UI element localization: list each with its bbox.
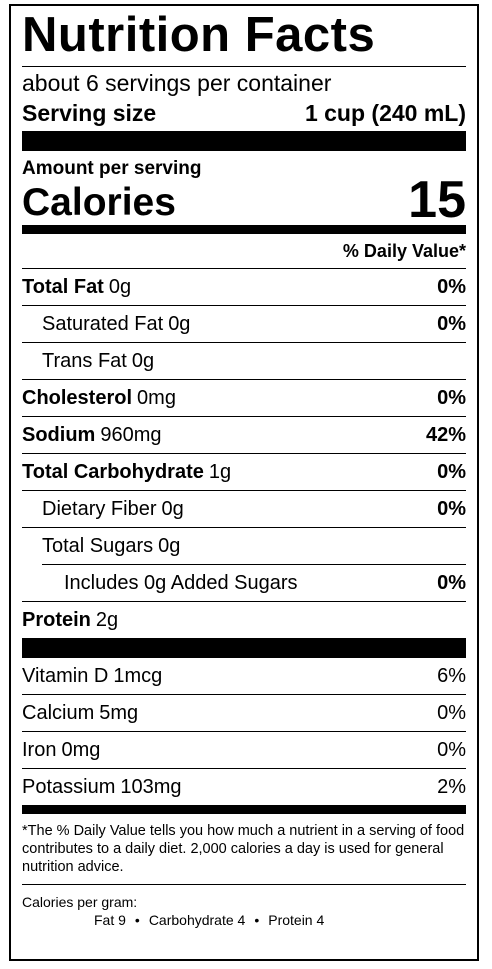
serving-size: Serving size 1 cup (240 mL)	[22, 97, 466, 131]
cpg-item: Carbohydrate 4	[148, 912, 246, 928]
nutrient-row: Cholesterol 0mg 0%	[22, 380, 466, 417]
vitamin-amount: 1mcg	[113, 665, 163, 687]
vitamin-row: Potassium 103mg 2%	[22, 769, 466, 805]
nutrient-row: Protein 2g	[22, 602, 466, 638]
vitamin-name: Iron	[22, 739, 57, 761]
nutrient-dv: 42%	[425, 424, 466, 446]
nutrient-dv: 0%	[437, 387, 466, 409]
nutrient-amount: 1g	[208, 461, 232, 483]
row-wrap: Total Sugars 0g	[42, 528, 466, 565]
nutrient-row: Saturated Fat 0g 0%	[22, 306, 466, 343]
nutrient-row: Total Fat 0g 0%	[22, 269, 466, 306]
nutrient-amount: 0g	[161, 498, 184, 520]
vitamin-name: Calcium	[22, 702, 95, 724]
vitamin-amount: 0mg	[61, 739, 101, 761]
nutrient-name: Total Carbohydrate	[22, 461, 204, 483]
nutrient-row: Trans Fat 0g	[22, 343, 466, 380]
calories-per-gram-label: Calories per gram:	[22, 894, 138, 910]
vitamin-dv: 6%	[437, 665, 466, 687]
vitamin-dv: 0%	[437, 739, 466, 761]
nutrient-dv: 0%	[437, 313, 466, 335]
nutrient-name: Saturated Fat	[42, 313, 164, 335]
bullet: •	[134, 912, 140, 928]
nutrient-name: Sodium	[22, 424, 96, 446]
cpg-item: Fat 9	[94, 912, 126, 928]
nutrient-dv: 0%	[437, 461, 466, 483]
nutrient-name: Includes 0g Added Sugars	[64, 572, 298, 594]
nutrient-row: Sodium 960mg 42%	[22, 417, 466, 454]
nutrient-amount: 0g	[168, 313, 191, 335]
nutrient-row: Total Sugars 0g	[42, 528, 466, 564]
nutrient-dv: 0%	[437, 498, 466, 520]
bullet: •	[254, 912, 260, 928]
calories-value: 15	[408, 171, 466, 229]
vitamin-dv: 2%	[437, 776, 466, 798]
nutrient-amount: 0g	[108, 276, 132, 298]
vitamin-row: Iron 0mg 0%	[22, 732, 466, 769]
nutrient-name: Trans Fat	[42, 350, 127, 372]
vitamin-row: Vitamin D 1mcg 6%	[22, 658, 466, 695]
divider	[22, 225, 466, 234]
divider	[22, 805, 466, 814]
nutrient-dv: 0%	[437, 276, 466, 298]
calories: Calories 15	[22, 174, 466, 226]
vitamin-amount: 103mg	[120, 776, 182, 798]
nutrition-label: Nutrition Facts about 6 servings per con…	[9, 4, 479, 961]
nutrient-amount: 0mg	[137, 387, 176, 409]
nutrient-amount: 2g	[95, 609, 119, 631]
calories-per-gram-items: Fat 9 • Carbohydrate 4 • Protein 4	[22, 911, 466, 929]
nutrient-row: Includes 0g Added Sugars 0%	[22, 565, 466, 602]
divider	[22, 638, 466, 658]
footnote: *The % Daily Value tells you how much a …	[22, 814, 466, 885]
nutrient-amount: 960mg	[100, 424, 162, 446]
vitamin-name: Vitamin D	[22, 665, 109, 687]
serving-size-label: Serving size	[22, 100, 157, 126]
nutrient-amount: 0g	[158, 535, 181, 557]
nutrient-name: Dietary Fiber	[42, 498, 157, 520]
nutrient-name: Total Fat	[22, 276, 104, 298]
nutrient-name: Protein	[22, 609, 91, 631]
calories-label: Calories	[22, 181, 176, 224]
nutrient-row: Dietary Fiber 0g 0%	[22, 491, 466, 528]
nutrient-dv: 0%	[437, 572, 466, 594]
amount-per-serving: Amount per serving	[22, 158, 202, 179]
divider	[22, 131, 466, 151]
vitamin-dv: 0%	[437, 702, 466, 724]
servings: about 6 servings per container	[22, 70, 332, 96]
nutrient-name: Total Sugars	[42, 535, 154, 557]
vitamin-name: Potassium	[22, 776, 116, 798]
serving-size-value: 1 cup (240 mL)	[304, 100, 466, 126]
calories-per-gram: Calories per gram: Fat 9 • Carbohydrate 4 •…	[22, 885, 466, 929]
nutrient-amount: 0g	[131, 350, 155, 372]
daily-value-header: % Daily Value*	[22, 234, 466, 269]
vitamin-row: Calcium 5mg 0%	[22, 695, 466, 732]
vitamin-amount: 5mg	[99, 702, 139, 724]
cpg-item: Protein 4	[268, 912, 325, 928]
nutrient-name: Cholesterol	[22, 387, 133, 409]
nutrient-row: Total Carbohydrate 1g 0%	[22, 454, 466, 491]
title: Nutrition Facts	[22, 6, 466, 67]
